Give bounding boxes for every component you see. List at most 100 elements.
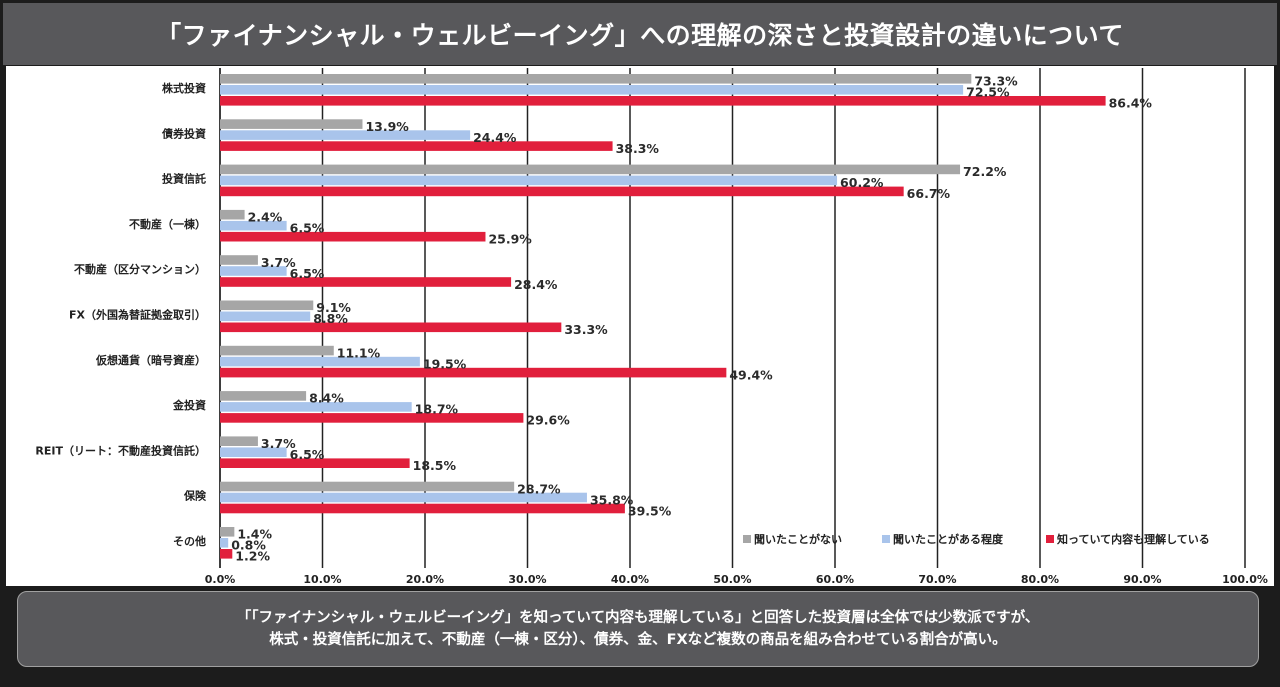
x-tick-label: 90.0% bbox=[1123, 573, 1161, 586]
category-label: 金投資 bbox=[172, 398, 206, 412]
data-label: 24.4% bbox=[473, 130, 517, 145]
bar bbox=[220, 74, 972, 84]
x-tick-label: 0.0% bbox=[205, 573, 236, 586]
data-label: 33.3% bbox=[564, 322, 608, 337]
bar bbox=[220, 436, 258, 446]
bar bbox=[220, 458, 410, 468]
bar bbox=[220, 119, 363, 129]
x-tick-label: 50.0% bbox=[713, 573, 751, 586]
category-label: 投資信託 bbox=[162, 172, 206, 186]
data-label: 6.5% bbox=[290, 221, 325, 236]
data-label: 0.8% bbox=[231, 538, 266, 553]
data-labels: 73.3%72.5% 86.4% 13.9% 24.4% 38.3% 72.2% 60.2%… bbox=[231, 74, 1152, 564]
data-label: 6.5% bbox=[290, 447, 325, 462]
category-label: その他 bbox=[173, 534, 206, 548]
category-label: 不動産（一棟） bbox=[129, 217, 206, 231]
x-tick-label: 100.0% bbox=[1222, 573, 1268, 586]
bar bbox=[220, 367, 727, 378]
data-label: 28.7% bbox=[517, 481, 561, 496]
data-label: 72.5% bbox=[966, 85, 1010, 100]
bar bbox=[220, 356, 420, 367]
bar bbox=[220, 413, 524, 423]
data-label: 1.4% bbox=[237, 527, 272, 542]
data-label: 1.2% bbox=[235, 549, 270, 564]
bar bbox=[220, 322, 562, 333]
legend-label: 聞いたことがある程度 bbox=[893, 532, 1004, 546]
x-tick-label: 40.0% bbox=[611, 573, 649, 586]
bar bbox=[220, 300, 314, 311]
data-label: 39.5% bbox=[628, 503, 672, 518]
data-label: 73.3% bbox=[974, 74, 1018, 89]
x-tick-label: 30.0% bbox=[508, 573, 546, 586]
summary-note: 「「ファイナンシャル・ウェルビーイング」を知っていて内容も理解している」と回答し… bbox=[17, 591, 1259, 667]
bar bbox=[220, 345, 334, 356]
category-label: 不動産（区分マンション） bbox=[74, 262, 206, 276]
bar bbox=[220, 96, 1106, 106]
x-tick-label: 20.0% bbox=[406, 573, 444, 586]
summary-note-line-2: 株式・投資信託に加えて、不動産（一棟・区分）、債券、金、FXなど複数の商品を組み… bbox=[269, 632, 1007, 648]
data-label: 11.1% bbox=[337, 345, 381, 360]
bar bbox=[220, 447, 287, 457]
bar bbox=[220, 164, 961, 175]
gridlines bbox=[219, 68, 1246, 568]
data-label: 72.2% bbox=[963, 164, 1007, 179]
data-label: 18.5% bbox=[413, 458, 457, 473]
bar bbox=[220, 266, 287, 276]
bar bbox=[220, 209, 245, 220]
data-label: 28.4% bbox=[514, 277, 558, 292]
data-label: 60.2% bbox=[840, 175, 884, 190]
x-tick-label: 70.0% bbox=[918, 573, 956, 586]
data-label: 6.5% bbox=[290, 266, 325, 281]
legend-label: 知っていて内容も理解している bbox=[1056, 532, 1210, 546]
bar bbox=[220, 311, 311, 322]
plot-background bbox=[6, 66, 1274, 586]
category-label: FX（外国為替証拠金取引） bbox=[69, 308, 206, 322]
data-label: 3.7% bbox=[261, 255, 296, 270]
legend: 聞いたことがない 聞いたことがある程度 知っていて内容も理解している bbox=[743, 532, 1210, 546]
data-label: 49.4% bbox=[729, 367, 773, 382]
bar bbox=[220, 391, 307, 401]
bar bbox=[220, 402, 412, 412]
data-label: 9.1% bbox=[316, 300, 351, 315]
bar bbox=[220, 85, 964, 95]
data-label: 19.5% bbox=[423, 356, 467, 371]
bar bbox=[220, 492, 587, 503]
chart-title: 「ファイナンシャル・ウェルビーイング」への理解の深さと投資設計の違いについて bbox=[156, 21, 1124, 50]
data-label: 25.9% bbox=[488, 232, 532, 247]
legend-swatch bbox=[743, 535, 751, 543]
data-label: 3.7% bbox=[261, 436, 296, 451]
data-label: 66.7% bbox=[907, 186, 951, 201]
data-label: 8.4% bbox=[309, 391, 344, 406]
category-label: 仮想通貨（暗号資産） bbox=[95, 353, 206, 367]
bar bbox=[220, 527, 235, 537]
category-label: 保険 bbox=[183, 489, 207, 503]
data-label: 35.8% bbox=[590, 492, 634, 507]
title-bar: 「ファイナンシャル・ウェルビーイング」への理解の深さと投資設計の違いについて bbox=[3, 3, 1277, 65]
bar bbox=[220, 220, 287, 231]
x-tick-labels: 0.0% 10.0% 20.0% 30.0% 40.0% 50.0% 60.0% 70.0% 8… bbox=[205, 573, 1268, 586]
legend-swatch bbox=[882, 535, 890, 543]
data-label: 8.8% bbox=[313, 311, 348, 326]
bar bbox=[220, 255, 258, 265]
bar bbox=[220, 549, 233, 559]
category-label: REIT（リート：不動産投資信託） bbox=[35, 443, 206, 457]
legend-label: 聞いたことがない bbox=[754, 532, 842, 546]
summary-note-line-1: 「「ファイナンシャル・ウェルビーイング」を知っていて内容も理解している」と回答し… bbox=[236, 610, 1040, 626]
bar bbox=[220, 277, 512, 287]
data-label: 13.9% bbox=[365, 119, 409, 134]
data-label: 18.7% bbox=[415, 402, 459, 417]
category-label: 株式投資 bbox=[162, 81, 206, 95]
x-tick-label: 60.0% bbox=[816, 573, 854, 586]
bar bbox=[220, 175, 838, 186]
x-tick-label: 80.0% bbox=[1021, 573, 1059, 586]
legend-swatch bbox=[1046, 535, 1054, 543]
x-tick-label: 10.0% bbox=[303, 573, 341, 586]
data-label: 29.6% bbox=[526, 413, 570, 428]
bar bbox=[220, 141, 613, 151]
bar bbox=[220, 231, 486, 242]
data-label: 38.3% bbox=[616, 141, 660, 156]
data-label: 86.4% bbox=[1109, 96, 1153, 111]
